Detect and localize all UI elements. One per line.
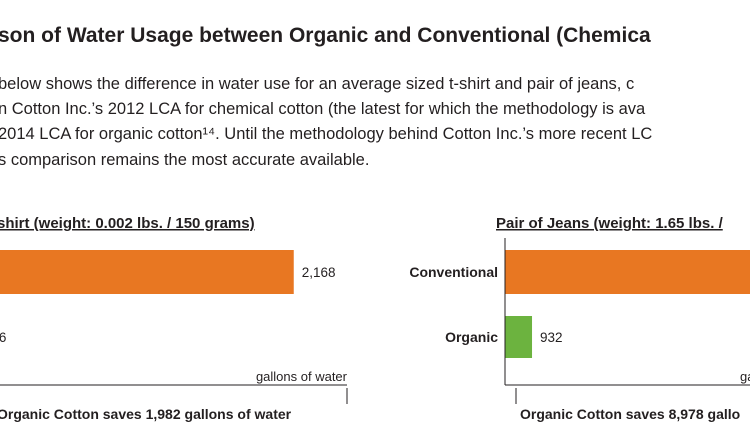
axis-label: gallons of water — [256, 369, 348, 384]
title: son of Water Usage between Organic and C… — [0, 24, 651, 47]
bar — [0, 250, 294, 294]
value-label: 2,168 — [302, 265, 336, 280]
paragraph-line: 2014 LCA for organic cotton¹⁴. Until the… — [0, 125, 652, 143]
value-label: 186 — [0, 330, 6, 345]
paragraph-line: s comparison remains the most accurate a… — [0, 151, 369, 169]
annotation: Organic Cotton saves 8,978 gallo — [520, 406, 740, 422]
value-label: 932 — [540, 330, 563, 345]
bar — [505, 316, 533, 358]
axis-label: gallons of water — [740, 369, 750, 384]
category-label: Conventional — [409, 264, 498, 280]
annotation: Organic Cotton saves 1,982 gallons of wa… — [0, 406, 292, 422]
category-label: Organic — [445, 329, 498, 345]
chart-title: shirt (weight: 0.002 lbs. / 150 grams) — [0, 215, 255, 232]
paragraph-line: n Cotton Inc.’s 2012 LCA for chemical co… — [0, 100, 646, 118]
chart-title: Pair of Jeans (weight: 1.65 lbs. / — [496, 215, 724, 232]
bar — [505, 250, 750, 294]
paragraph-line: below shows the difference in water use … — [0, 75, 634, 93]
